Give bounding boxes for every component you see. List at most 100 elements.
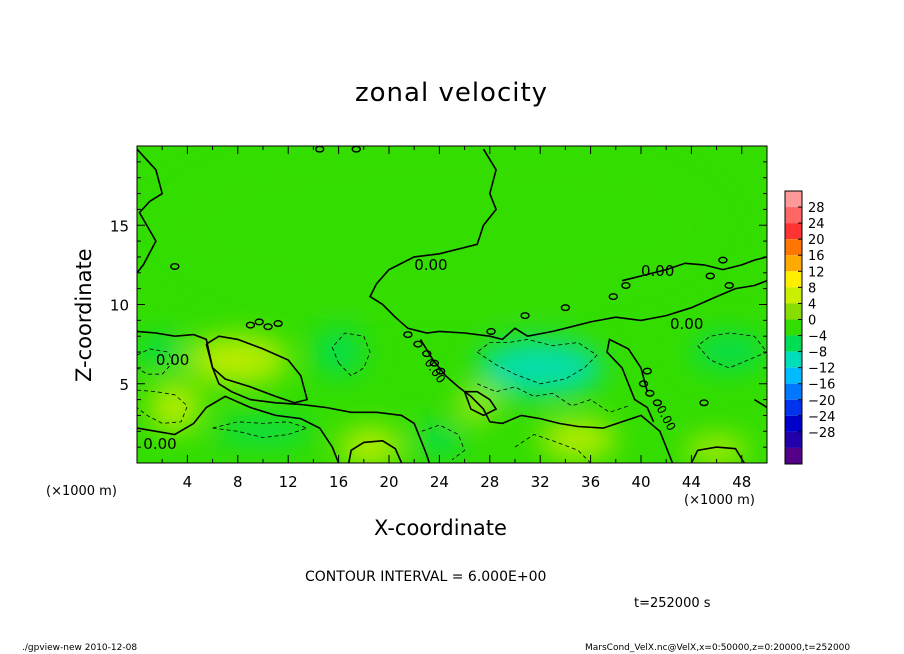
time-label: t=252000 s [634, 596, 711, 611]
colorbar-swatch [785, 271, 802, 288]
x-tick-label: 28 [480, 473, 499, 491]
contour-line-3 [137, 330, 431, 463]
contour-line-10 [606, 338, 655, 423]
colorbar-swatch [785, 303, 802, 320]
contour-line-2 [621, 256, 767, 282]
colorbar-tick-label: 8 [808, 281, 816, 296]
colorbar-tick-label: 28 [808, 201, 825, 216]
field-blob-11 [212, 418, 314, 444]
x-axis-ticks: 4 8 12 16 20 24 28 32 36 40 44 48 [161, 146, 768, 491]
contour-island-23 [170, 262, 180, 270]
colorbar-tick-label: 4 [808, 297, 816, 312]
contour-island-5 [638, 380, 649, 388]
contour-line-6 [205, 335, 309, 404]
contour-island-15 [560, 304, 571, 312]
colorbar-swatch [785, 415, 802, 432]
field-blob-6 [685, 437, 749, 463]
colorbar-swatch [785, 383, 802, 400]
contour-line-19 [514, 434, 591, 463]
contour-island-17 [621, 281, 631, 289]
colorbar-tick-label: −12 [808, 362, 835, 377]
contour-island-24 [699, 399, 709, 407]
colorbar-tick-label: −16 [808, 378, 835, 393]
x-tick-label: 44 [682, 473, 701, 491]
contour-line-13 [476, 338, 598, 385]
x-unit-label: (×1000 m) [46, 484, 117, 499]
x-tick-label: 20 [379, 473, 398, 491]
contour-island-6 [645, 389, 655, 397]
field-blob-5 [540, 420, 616, 459]
contour-island-18 [705, 272, 715, 280]
contour-island-0 [403, 331, 413, 339]
field-blob-8 [477, 339, 604, 397]
colorbar-swatch [785, 431, 802, 448]
contour-island-13 [486, 327, 496, 335]
field-blob-7 [313, 328, 364, 376]
field-blob-9 [691, 333, 767, 372]
contour-island-7 [652, 399, 663, 407]
x-tick-label: 36 [581, 473, 600, 491]
contour-island-19 [724, 281, 734, 289]
contour-island-12 [273, 320, 283, 328]
contour-line-16 [137, 348, 173, 375]
colorbar-tick-label: 0 [808, 313, 816, 328]
contour-line-8 [347, 439, 403, 463]
contour-island-14 [520, 312, 530, 320]
contour-line-7 [463, 390, 498, 417]
colorbar-swatch [785, 399, 802, 416]
x-axis-title: X-coordinate [374, 516, 507, 540]
y-unit-label: (×1000 m) [684, 493, 755, 508]
colorbar-swatch [785, 335, 802, 352]
contour-island-3 [429, 359, 440, 367]
contour-island-20 [718, 256, 728, 264]
contour-line-15 [477, 383, 629, 413]
x-tick-label: 40 [631, 473, 650, 491]
contour-interval: CONTOUR INTERVAL = 6.000E+00 [305, 569, 547, 585]
x-tick-label: 4 [183, 473, 193, 491]
contour-line-4 [137, 395, 340, 463]
contour-line-18 [137, 389, 188, 424]
x-tick-label: 16 [329, 473, 348, 491]
contour-line-9 [690, 446, 745, 463]
field-blob-1 [187, 336, 289, 384]
contour-island-4 [435, 367, 446, 375]
x-tick-label: 12 [279, 473, 298, 491]
contour-island-1 [413, 340, 423, 348]
colorbar-tick-label: 12 [808, 265, 825, 280]
colorbar-tick-label: 24 [808, 217, 825, 232]
colorbar-tick-label: −20 [808, 394, 835, 409]
colorbar-tick-label: −24 [808, 410, 835, 425]
y-tick-label: 15 [110, 217, 129, 235]
colorbar-tick-label: 20 [808, 233, 825, 248]
contour-label: 0.00 [155, 350, 190, 369]
contour-label: 0.00 [414, 255, 448, 274]
contour-lines [137, 146, 767, 463]
x-tick-label: 8 [233, 473, 243, 491]
contour-island-9 [245, 321, 256, 329]
field-blob-0 [162, 146, 717, 305]
field-blob-4 [458, 390, 497, 419]
field-blob-2 [149, 383, 200, 432]
contour-label: 0.00 [641, 262, 675, 281]
velocity-field [137, 146, 767, 463]
colorbar-swatch [785, 255, 802, 272]
contour-island-16 [608, 293, 618, 301]
colorbar-tick-label: −8 [808, 346, 827, 361]
contour-line-5 [419, 338, 674, 463]
footer-left: ./gpview-new 2010-12-08 [22, 643, 138, 653]
contour-island-2 [422, 350, 432, 358]
colorbar-swatch [785, 207, 802, 224]
x-tick-label: 48 [732, 473, 751, 491]
colorbar-swatch [785, 447, 802, 464]
colorbar-swatch [785, 287, 802, 304]
contour-label: 0.00 [143, 434, 177, 453]
colorbar-tick-label: −28 [808, 426, 835, 441]
x-tick-label: 24 [430, 473, 449, 491]
colorbar-swatch [785, 319, 802, 336]
y-tick-label: 5 [119, 376, 129, 394]
colorbar-swatch [785, 367, 802, 384]
contour-line-11 [753, 398, 767, 409]
